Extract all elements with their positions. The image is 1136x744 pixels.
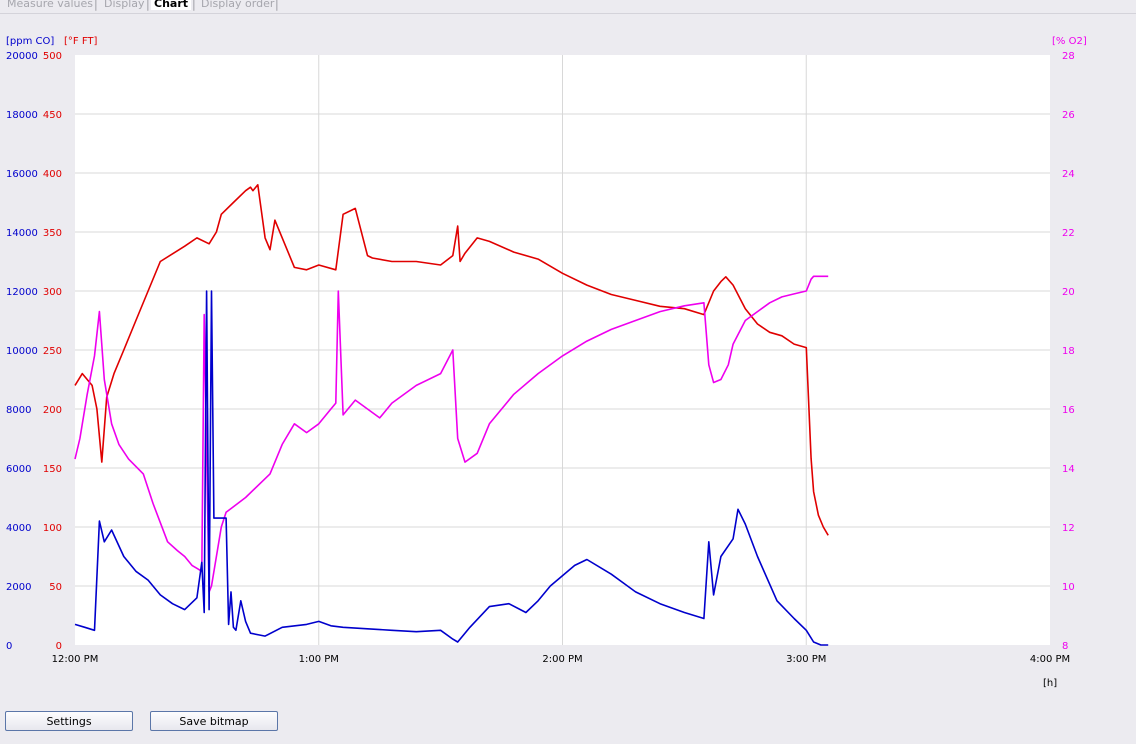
temp-tick-label: 400 bbox=[43, 169, 62, 180]
tab-separator: | bbox=[275, 0, 279, 11]
temp-tick-label: 200 bbox=[43, 405, 62, 416]
x-tick-label: 2:00 PM bbox=[542, 654, 582, 665]
temp-tick-label: 300 bbox=[43, 287, 62, 298]
o2-tick-label: 22 bbox=[1062, 228, 1075, 239]
o2-tick-label: 16 bbox=[1062, 405, 1075, 416]
temp-axis-label: [°F FT] bbox=[64, 36, 98, 47]
x-tick-label: 3:00 PM bbox=[786, 654, 826, 665]
temp-series-line bbox=[74, 184, 829, 536]
axis-ticks: 2000018000160001400012000100008000600040… bbox=[6, 51, 1075, 665]
co-tick-label: 10000 bbox=[6, 346, 38, 357]
co-tick-label: 20000 bbox=[6, 51, 38, 62]
x-tick-label: 4:00 PM bbox=[1030, 654, 1070, 665]
temp-tick-label: 0 bbox=[56, 641, 62, 652]
series-lines bbox=[74, 184, 829, 646]
o2-axis-label: [% O2] bbox=[1052, 36, 1087, 47]
temp-tick-label: 250 bbox=[43, 346, 62, 357]
o2-tick-label: 24 bbox=[1062, 169, 1075, 180]
o2-tick-label: 8 bbox=[1062, 641, 1068, 652]
temp-tick-label: 50 bbox=[49, 582, 62, 593]
co-tick-label: 8000 bbox=[6, 405, 31, 416]
x-tick-label: 12:00 PM bbox=[52, 654, 99, 665]
co-tick-label: 0 bbox=[6, 641, 12, 652]
tab-display[interactable]: Display bbox=[104, 0, 145, 10]
grid-lines bbox=[75, 55, 1050, 645]
temp-tick-label: 100 bbox=[43, 523, 62, 534]
co-tick-label: 4000 bbox=[6, 523, 31, 534]
co-tick-label: 16000 bbox=[6, 169, 38, 180]
settings-button[interactable]: Settings bbox=[5, 711, 133, 731]
co-series-line bbox=[74, 290, 829, 646]
tab-bar: Measure values | Display | Chart | Displ… bbox=[0, 0, 1136, 14]
x-axis-unit-label: [h] bbox=[1043, 678, 1057, 689]
co-tick-label: 2000 bbox=[6, 582, 31, 593]
o2-tick-label: 28 bbox=[1062, 51, 1075, 62]
o2-tick-label: 26 bbox=[1062, 110, 1075, 121]
temp-tick-label: 350 bbox=[43, 228, 62, 239]
o2-series-line bbox=[74, 275, 829, 593]
o2-tick-label: 14 bbox=[1062, 464, 1075, 475]
o2-tick-label: 20 bbox=[1062, 287, 1075, 298]
temp-tick-label: 150 bbox=[43, 464, 62, 475]
co-tick-label: 6000 bbox=[6, 464, 31, 475]
tab-chart[interactable]: Chart bbox=[151, 0, 192, 10]
o2-tick-label: 10 bbox=[1062, 582, 1075, 593]
co-axis-label: [ppm CO] bbox=[6, 36, 54, 47]
save-bitmap-button[interactable]: Save bitmap bbox=[150, 711, 278, 731]
tab-display-order[interactable]: Display order bbox=[201, 0, 275, 10]
co-tick-label: 14000 bbox=[6, 228, 38, 239]
co-tick-label: 18000 bbox=[6, 110, 38, 121]
line-chart: 2000018000160001400012000100008000600040… bbox=[6, 36, 1087, 689]
tab-separator: | bbox=[192, 0, 196, 11]
tab-measure-values[interactable]: Measure values bbox=[7, 0, 94, 10]
o2-tick-label: 12 bbox=[1062, 523, 1075, 534]
co-tick-label: 12000 bbox=[6, 287, 38, 298]
tab-separator: | bbox=[94, 0, 98, 11]
temp-tick-label: 500 bbox=[43, 51, 62, 62]
o2-tick-label: 18 bbox=[1062, 346, 1075, 357]
temp-tick-label: 450 bbox=[43, 110, 62, 121]
tab-separator: | bbox=[146, 0, 150, 11]
x-tick-label: 1:00 PM bbox=[299, 654, 339, 665]
